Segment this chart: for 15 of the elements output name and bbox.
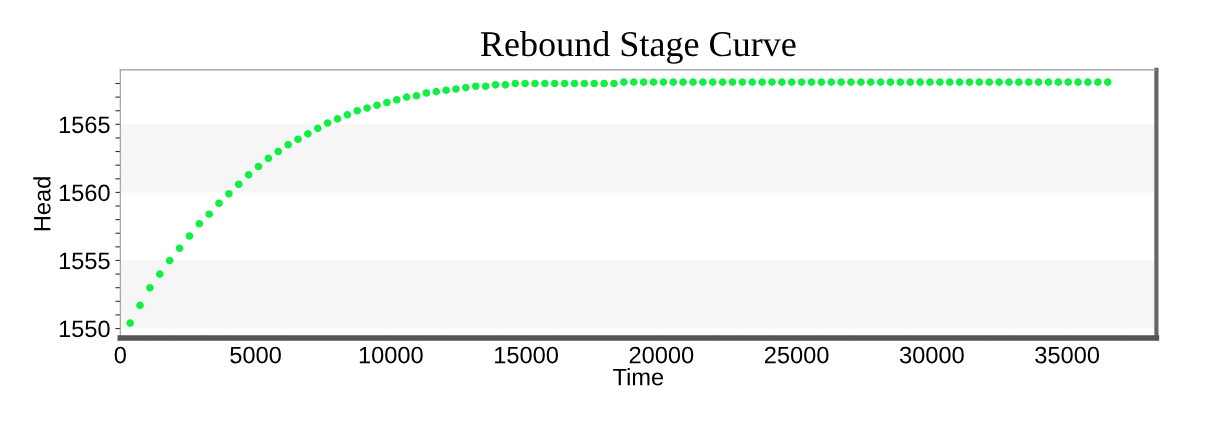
chart-title: Rebound Stage Curve	[480, 30, 796, 64]
x-tick-label: 15000	[495, 346, 558, 364]
y-axis-title: Head	[33, 177, 51, 231]
x-axis-title: Time	[613, 368, 664, 386]
y-tick-label: 1565	[59, 116, 110, 134]
x-tick-label: 25000	[764, 346, 829, 364]
y-tick-label: 1550	[59, 320, 110, 338]
y-tick-label: 1555	[59, 252, 110, 270]
x-tick-label: 10000	[359, 346, 423, 364]
y-tick-label: 1560	[59, 184, 110, 202]
x-tick-label: 30000	[899, 346, 964, 364]
x-tick-label: 20000	[629, 346, 694, 364]
x-tick-label: 5000	[230, 346, 281, 364]
x-tick-label: 0	[114, 346, 126, 364]
x-tick-label: 35000	[1035, 346, 1100, 364]
